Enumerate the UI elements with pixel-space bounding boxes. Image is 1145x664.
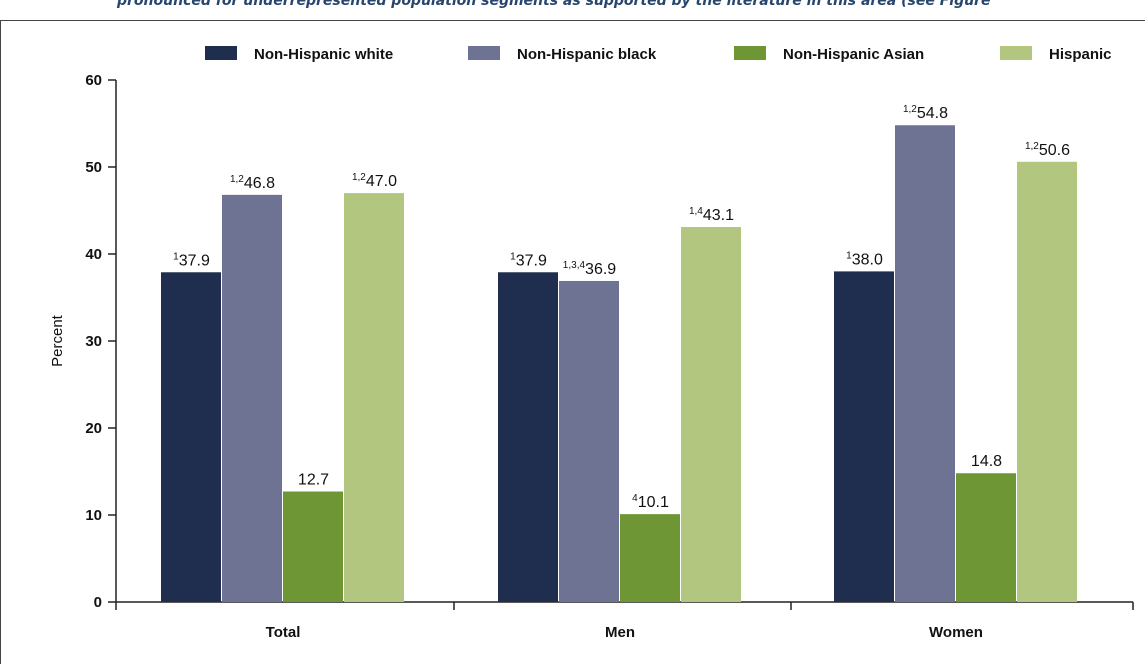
legend-label: Non-Hispanic black — [517, 46, 657, 63]
data-label-value: 47.0 — [366, 173, 397, 190]
data-label-value: 50.6 — [1039, 142, 1070, 159]
bar — [1017, 161, 1077, 602]
bar — [283, 491, 343, 602]
y-tick-label: 10 — [85, 507, 102, 524]
y-tick-label: 0 — [94, 594, 102, 611]
data-label-value: 37.9 — [516, 252, 547, 269]
category-label: Total — [266, 624, 301, 641]
data-label: 1,246.8 — [230, 174, 275, 192]
legend-label: Non-Hispanic white — [254, 46, 393, 63]
legend-swatch — [1000, 46, 1032, 60]
bar — [620, 514, 680, 602]
category-label: Women — [929, 624, 983, 641]
data-label: 1,3,436.9 — [563, 260, 616, 278]
data-label: 137.9 — [173, 251, 210, 269]
y-axis-title: Percent — [49, 314, 66, 367]
bar — [681, 227, 741, 602]
data-label-value: 54.8 — [917, 105, 948, 122]
data-label-superscript: 1,2 — [352, 172, 366, 183]
data-label: 1,254.8 — [903, 104, 948, 122]
data-label-superscript: 1,4 — [689, 206, 703, 217]
data-label-value: 36.9 — [585, 261, 616, 278]
legend-label: Hispanic — [1049, 46, 1112, 63]
bar — [895, 125, 955, 603]
bar — [161, 272, 221, 602]
data-label: 14.8 — [971, 453, 1002, 470]
bar — [956, 473, 1016, 602]
legend-swatch — [468, 46, 500, 60]
data-label-superscript: 1 — [173, 251, 179, 262]
data-label: 1,250.6 — [1025, 141, 1070, 159]
data-label: 410.1 — [632, 493, 669, 511]
data-label: 1,443.1 — [689, 206, 734, 224]
data-label-superscript: 1,2 — [230, 174, 244, 185]
data-label: 12.7 — [298, 472, 329, 489]
y-tick-label: 40 — [85, 246, 102, 263]
data-label: 137.9 — [510, 251, 547, 269]
data-label: 1,247.0 — [352, 172, 397, 190]
bar — [834, 271, 894, 602]
legend-label: Non-Hispanic Asian — [783, 46, 924, 63]
bar — [222, 194, 282, 602]
data-label-superscript: 1,3,4 — [563, 260, 586, 271]
legend-swatch — [734, 46, 766, 60]
bar — [344, 193, 404, 602]
data-label-value: 46.8 — [244, 175, 275, 192]
bar — [498, 272, 558, 602]
data-label-value: 10.1 — [638, 494, 669, 511]
y-tick-label: 60 — [85, 72, 102, 89]
y-tick-label: 20 — [85, 420, 102, 437]
y-tick-label: 30 — [85, 333, 102, 350]
y-tick-label: 50 — [85, 159, 102, 176]
data-label: 138.0 — [846, 250, 883, 268]
data-label-superscript: 1,2 — [1025, 141, 1039, 152]
chart-frame — [0, 20, 1145, 664]
data-label-value: 43.1 — [703, 207, 734, 224]
data-label-value: 38.0 — [852, 251, 883, 268]
data-label-superscript: 1 — [846, 250, 852, 261]
category-label: Men — [605, 624, 635, 641]
data-label-superscript: 4 — [632, 493, 638, 504]
legend-swatch — [205, 46, 237, 60]
bar — [559, 280, 619, 602]
data-label-superscript: 1,2 — [903, 104, 917, 115]
data-label-superscript: 1 — [510, 251, 516, 262]
data-label-value: 37.9 — [179, 252, 210, 269]
figure-caption: pronounced for underrepresented populati… — [117, 0, 991, 9]
